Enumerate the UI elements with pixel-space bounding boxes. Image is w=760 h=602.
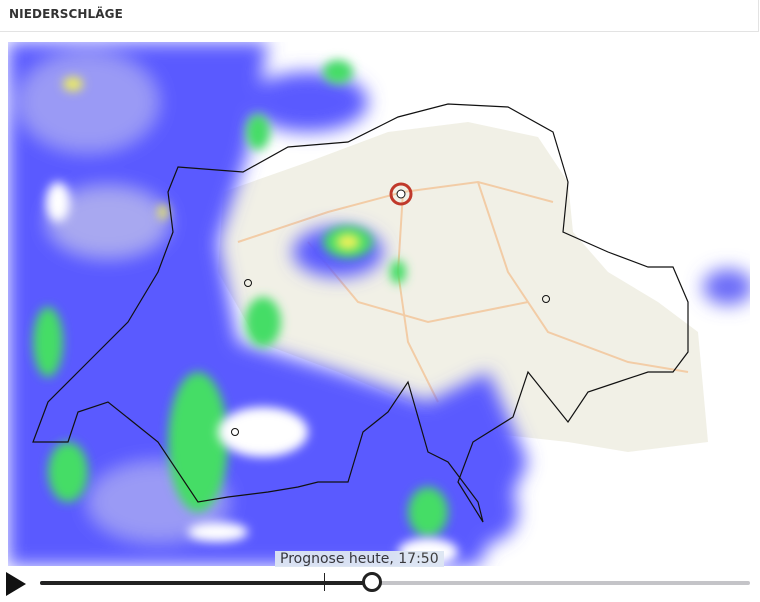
- forecast-time-label: Prognose heute, 17:50: [275, 551, 444, 567]
- city-marker: [231, 428, 239, 436]
- precipitation-map[interactable]: [8, 42, 750, 566]
- timeline-slider[interactable]: [40, 572, 750, 592]
- city-marker: [542, 295, 550, 303]
- panel-header: NIEDERSCHLÄGE: [0, 0, 759, 32]
- radar-layer: [8, 42, 750, 566]
- play-icon[interactable]: [6, 572, 26, 596]
- country-border: [32, 103, 689, 523]
- now-marker: [324, 573, 325, 591]
- city-marker: [244, 279, 252, 287]
- location-marker[interactable]: [389, 182, 413, 206]
- timeline-progress: [40, 581, 371, 585]
- timeline-thumb[interactable]: [361, 572, 382, 592]
- panel-title: NIEDERSCHLÄGE: [9, 7, 123, 21]
